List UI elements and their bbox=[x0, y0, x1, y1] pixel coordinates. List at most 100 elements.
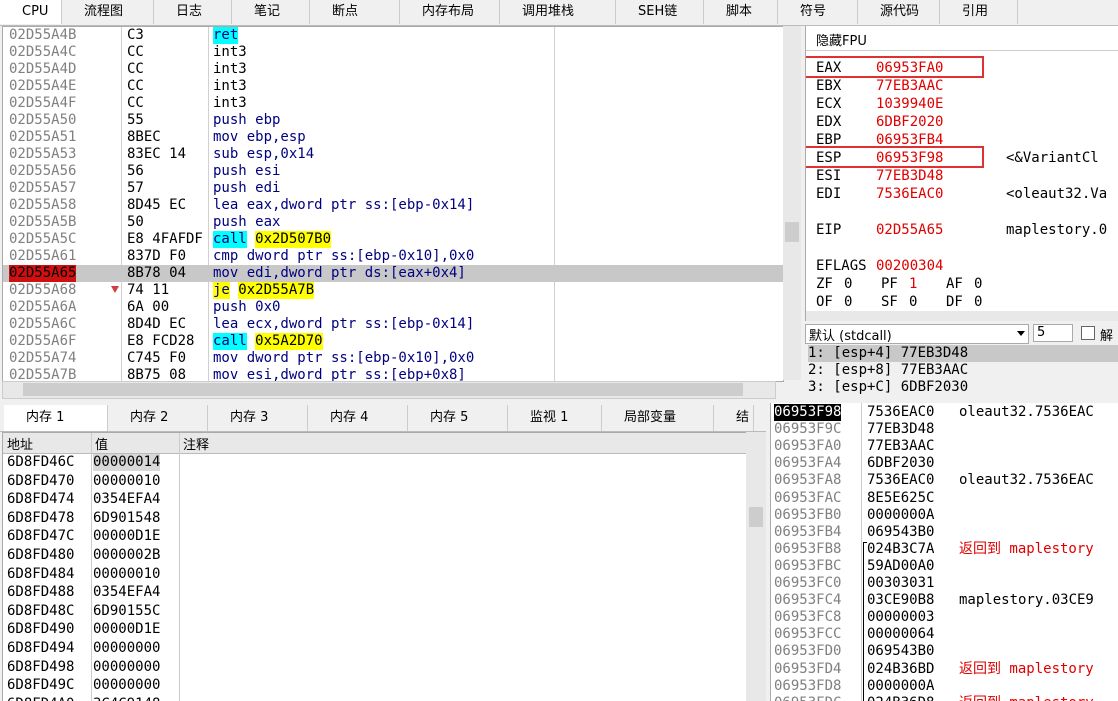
bytes: 50 bbox=[127, 214, 144, 230]
bytes: C3 bbox=[127, 27, 144, 43]
memory-address: 6D8FD478 bbox=[7, 509, 75, 526]
stack-value: 7536EAC0 bbox=[867, 404, 935, 420]
tab[interactable]: 流程图 bbox=[62, 0, 154, 24]
bytes: C745 F0 bbox=[127, 350, 187, 366]
stack-value: 6DBF2030 bbox=[867, 455, 935, 472]
tab-label: 结 bbox=[736, 410, 750, 425]
memory-value: 00000D1E bbox=[93, 528, 161, 545]
tab[interactable]: 引用 bbox=[940, 0, 1018, 24]
memory-tab[interactable]: 内存 5 bbox=[408, 405, 508, 431]
memory-value: 3C4C9148 bbox=[93, 696, 160, 701]
address: 02D55A68 bbox=[9, 282, 77, 298]
tab[interactable]: 符号 bbox=[778, 0, 858, 24]
memory-address: 6D8FD46C bbox=[7, 454, 75, 470]
tab[interactable]: 调用堆栈 bbox=[500, 0, 616, 24]
horizontal-scrollbar[interactable] bbox=[2, 381, 776, 399]
flag-value: 0 bbox=[974, 294, 983, 310]
checkbox[interactable] bbox=[1081, 326, 1095, 340]
vertical-scrollbar[interactable] bbox=[746, 432, 766, 701]
memory-value: 00000000 bbox=[93, 658, 161, 675]
memory-value: 0000002B bbox=[93, 547, 161, 563]
memory-tab[interactable]: 局部变量 bbox=[602, 405, 714, 431]
tab-label: 断点 bbox=[332, 4, 359, 19]
bytes: E8 4FAFDF bbox=[127, 231, 203, 247]
address: 02D55A53 bbox=[9, 146, 77, 162]
scroll-thumb[interactable] bbox=[785, 222, 799, 242]
frame-bracket bbox=[863, 542, 867, 701]
memory-address: 6D8FD494 bbox=[7, 640, 75, 656]
register-value: 02D55A65 bbox=[876, 222, 944, 238]
memory-address: 6D8FD480 bbox=[7, 547, 75, 563]
stack-value: 77EB3AAC bbox=[867, 438, 935, 455]
tab-label: 监视 1 bbox=[530, 410, 569, 425]
tab[interactable]: 断点 bbox=[310, 0, 400, 24]
register-name: EBX bbox=[816, 78, 842, 94]
vertical-scrollbar[interactable] bbox=[783, 26, 801, 380]
mnemonic: int3 bbox=[213, 95, 247, 111]
tab[interactable]: 笔记 bbox=[232, 0, 310, 24]
tab[interactable]: SEH链 bbox=[616, 0, 704, 24]
bytes: 8B78 04 bbox=[127, 265, 187, 281]
stack-panel: 06953F98 7536EAC0 oleaut32.7536EAC 06953F9C… bbox=[770, 403, 1118, 701]
tab[interactable]: 日志 bbox=[154, 0, 232, 24]
mnemonic: lea bbox=[213, 197, 239, 213]
tab[interactable]: 脚本 bbox=[704, 0, 778, 24]
tab-label: 日志 bbox=[176, 4, 203, 19]
address: 02D55A4C bbox=[9, 44, 77, 60]
tab-label: 笔记 bbox=[254, 4, 281, 19]
call-arg: 1: [esp+4] 77EB3D48 bbox=[808, 345, 1118, 362]
bytes: 837D F0 bbox=[127, 248, 187, 264]
address: 02D55A4E bbox=[9, 78, 77, 94]
convention-label: 默认 (stdcall) bbox=[809, 329, 892, 344]
address: 02D55A6C bbox=[9, 316, 77, 332]
tab-label: SEH链 bbox=[638, 4, 678, 19]
scroll-thumb[interactable] bbox=[23, 383, 743, 396]
operands: edi bbox=[255, 180, 281, 196]
convention-select[interactable] bbox=[805, 324, 1029, 344]
arg-count[interactable]: 5 bbox=[1033, 324, 1073, 342]
register-name: EBP bbox=[816, 132, 842, 148]
memory-tab[interactable]: 内存 2 bbox=[108, 405, 208, 431]
memory-address: 6D8FD47C bbox=[7, 528, 75, 545]
stack-comment: oleaut32.7536EAC bbox=[959, 472, 1094, 489]
operands: esi bbox=[255, 163, 281, 179]
scroll-thumb[interactable] bbox=[749, 507, 763, 527]
mnemonic: push bbox=[213, 299, 247, 315]
flag-value: 0 bbox=[974, 276, 983, 292]
stack-value: 0000000A bbox=[867, 677, 935, 694]
memory-tab[interactable]: 监视 1 bbox=[508, 405, 602, 431]
flag-value: 0 bbox=[844, 294, 853, 310]
stack-address: 06953FD0 bbox=[774, 643, 842, 660]
tab[interactable]: CPU bbox=[0, 0, 62, 24]
operands: ebp bbox=[255, 112, 281, 128]
fpu-toggle[interactable]: 隐藏FPU bbox=[816, 34, 867, 49]
stack-address: 06953FB8 bbox=[774, 540, 842, 557]
memory-tab[interactable]: 结 bbox=[714, 405, 754, 431]
register-value: 6DBF2020 bbox=[876, 114, 944, 130]
tab[interactable]: 源代码 bbox=[858, 0, 940, 24]
register-name: EDI bbox=[816, 186, 842, 202]
operands: 0x2D507B0 bbox=[255, 231, 331, 248]
memory-tab[interactable]: 内存 1 bbox=[4, 405, 108, 431]
tab-label: 内存 2 bbox=[130, 410, 169, 425]
operands: edi,dword ptr ds:[eax+0x4] bbox=[246, 265, 466, 281]
stack-address: 06953FA8 bbox=[774, 472, 842, 489]
column-separator bbox=[121, 27, 122, 381]
memory-tab[interactable]: 内存 3 bbox=[208, 405, 308, 431]
tab-label: 内存布局 bbox=[422, 4, 475, 19]
stack-address: 06953FCC bbox=[774, 626, 842, 643]
register-comment: <&VariantCl bbox=[1006, 150, 1099, 166]
stack-comment: maplestory.03CE9 bbox=[959, 592, 1094, 609]
stack-value: 03CE90B8 bbox=[867, 592, 935, 609]
mnemonic: push bbox=[213, 112, 247, 128]
tab[interactable]: 内存布局 bbox=[400, 0, 500, 24]
register-value: 06953FA0 bbox=[876, 60, 944, 76]
mnemonic: int3 bbox=[213, 61, 247, 77]
address: 02D55A56 bbox=[9, 163, 77, 179]
memory-tab[interactable]: 内存 4 bbox=[308, 405, 408, 431]
stack-address: 06953FDC bbox=[774, 695, 841, 701]
operands: esi,dword ptr ss:[ebp+0x8] bbox=[246, 367, 466, 382]
flag-value: 0 bbox=[844, 276, 853, 292]
bytes: 8B75 08 bbox=[127, 367, 187, 382]
bytes: E8 FCD28 bbox=[127, 333, 195, 349]
